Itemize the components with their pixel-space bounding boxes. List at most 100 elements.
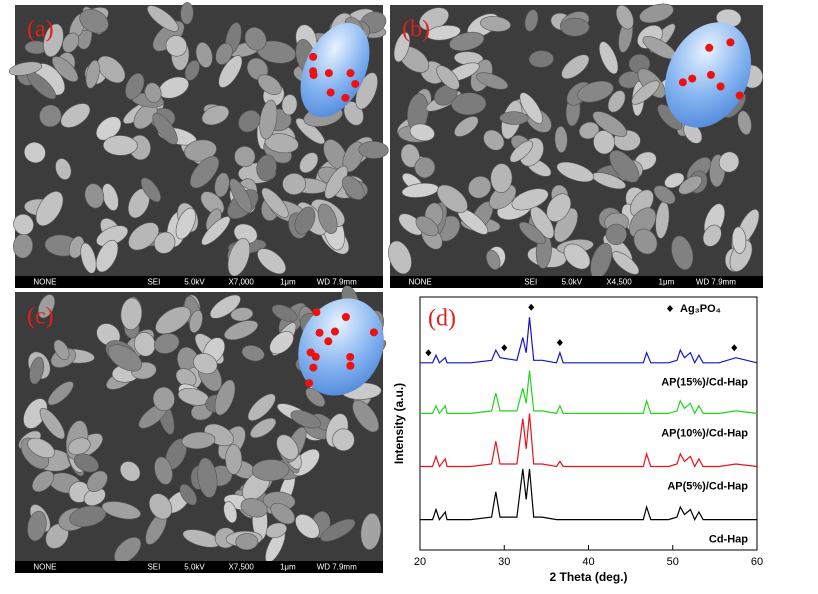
- particle: [554, 125, 568, 153]
- particle: [631, 80, 660, 105]
- particle: [578, 121, 600, 140]
- phase-marker: [528, 303, 535, 311]
- info-text: 5.0kV: [184, 563, 205, 572]
- particle: [332, 428, 355, 452]
- particle: [197, 457, 218, 498]
- particle: [324, 165, 348, 199]
- info-text: NONE: [33, 278, 56, 287]
- particle: [155, 306, 191, 335]
- info-text: 5.0kV: [562, 278, 583, 287]
- particle: [125, 73, 145, 100]
- particle: [678, 175, 703, 195]
- particle: [43, 23, 64, 58]
- particle: [294, 206, 316, 235]
- particle: [490, 163, 513, 193]
- particle: [215, 42, 233, 65]
- particle: [414, 157, 436, 178]
- phase-marker: [425, 349, 432, 357]
- ag-dot: [330, 327, 339, 336]
- particle: [560, 17, 590, 37]
- particle: [556, 161, 595, 183]
- particle: [154, 456, 173, 485]
- info-bar: NONE SEI 5.0kV X7,500 1μm WD 7.9mm: [15, 561, 383, 573]
- ag-dot: [309, 52, 318, 61]
- ag-dot: [326, 88, 335, 97]
- particle: [256, 154, 277, 181]
- info-text: 1μm: [280, 278, 296, 287]
- particle: [209, 294, 241, 319]
- particle: [140, 177, 161, 203]
- ag-dot: [341, 313, 350, 322]
- particle: [184, 60, 200, 81]
- ag-dot: [346, 69, 355, 78]
- particle: [633, 228, 658, 255]
- particle: [114, 537, 142, 564]
- particle: [37, 294, 56, 319]
- particle: [175, 368, 197, 388]
- particle: [426, 25, 461, 41]
- xrd-pattern: [420, 317, 758, 365]
- particle: [563, 243, 591, 270]
- particle: [299, 152, 319, 174]
- info-text: X4,500: [606, 278, 632, 287]
- ag-dot: [706, 70, 715, 79]
- particle: [189, 309, 203, 334]
- particle: [95, 239, 119, 273]
- particle: [165, 35, 188, 57]
- panel-label: (d): [428, 306, 456, 332]
- particle: [476, 72, 509, 90]
- particle: [95, 116, 122, 141]
- info-text: NONE: [409, 278, 432, 287]
- particle: [201, 216, 231, 246]
- particle: [234, 146, 256, 168]
- particle: [609, 150, 640, 183]
- ag-dot: [341, 93, 350, 102]
- info-text: 5.0kV: [184, 278, 205, 287]
- ag-dot: [688, 74, 697, 83]
- particle: [653, 185, 676, 205]
- particle: [223, 501, 238, 524]
- particle: [639, 3, 674, 24]
- particle: [436, 184, 468, 213]
- particle: [62, 32, 80, 53]
- particle: [605, 223, 627, 246]
- particle: [244, 27, 267, 51]
- phase-marker: [731, 344, 738, 352]
- ag-dot: [324, 337, 333, 346]
- info-text: NONE: [33, 563, 56, 572]
- particle: [251, 459, 290, 482]
- particle: [598, 41, 619, 75]
- particle: [468, 176, 492, 199]
- particle: [201, 105, 230, 126]
- particle: [227, 238, 251, 277]
- particle: [592, 111, 628, 137]
- particle: [225, 444, 243, 475]
- particle: [320, 518, 356, 542]
- info-text: X7,000: [228, 278, 254, 287]
- adsorbent-sketch: [300, 22, 370, 118]
- particle: [175, 207, 196, 240]
- info-bar-bg: [390, 276, 763, 288]
- info-bar-bg: [15, 276, 383, 288]
- particle: [436, 65, 460, 90]
- ag-dot: [678, 78, 687, 87]
- ag-dot: [346, 352, 355, 361]
- particle: [528, 50, 554, 68]
- particle: [317, 203, 338, 234]
- particle: [276, 434, 299, 461]
- x-tick-label: 30: [498, 556, 510, 568]
- particle: [546, 193, 572, 222]
- series-label: Cd-Hap: [709, 534, 748, 546]
- particle: [499, 111, 529, 125]
- x-tick-label: 60: [751, 556, 763, 568]
- info-text: SEI: [147, 278, 160, 287]
- panel-label: (a): [27, 17, 54, 43]
- particle: [97, 55, 126, 84]
- legend-marker: [667, 305, 673, 312]
- info-text: X7,500: [228, 563, 254, 572]
- ag-dot: [311, 352, 320, 361]
- particle: [577, 80, 614, 103]
- info-text: WD 7.9mm: [696, 278, 736, 287]
